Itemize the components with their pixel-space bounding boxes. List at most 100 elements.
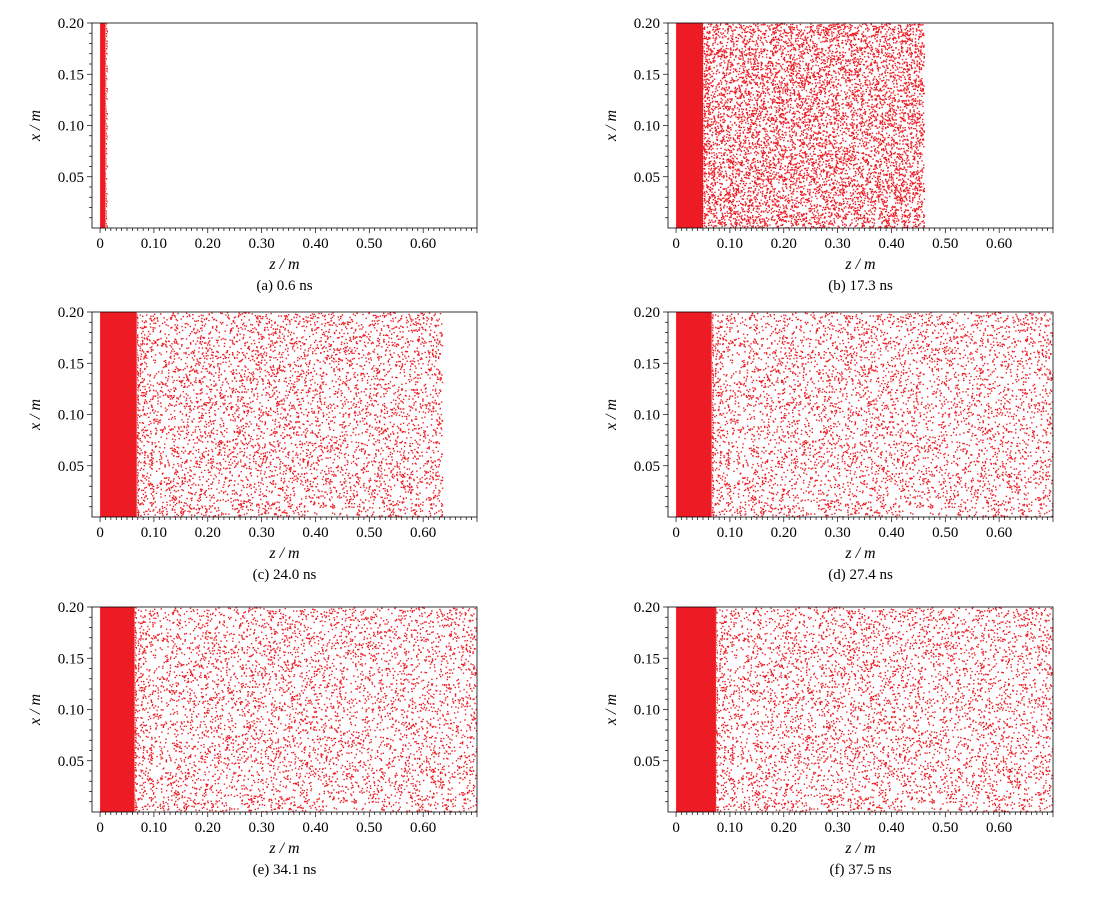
dense-particle-region — [676, 607, 716, 812]
x-tick-label: 0.60 — [410, 820, 436, 836]
y-tick-label: 0.15 — [634, 67, 660, 83]
y-tick-label: 0.20 — [634, 305, 660, 321]
panel-b: 0 0.10 0.20 0.30 0.40 0.50 0.60 0.05 0.10 0.15 0.2… — [603, 16, 1054, 294]
y-tick-label: 0.20 — [634, 600, 660, 616]
x-tick-label: 0.10 — [717, 525, 743, 541]
x-tick-label: 0 — [672, 820, 680, 836]
plot-frame — [667, 22, 1054, 229]
sparse-particles — [703, 23, 926, 228]
x-tick-label: 0 — [672, 236, 680, 252]
y-tick-label: 0.15 — [634, 356, 660, 372]
plot-area — [676, 312, 1053, 517]
x-tick-label: 0.40 — [878, 236, 904, 252]
y-tick-label: 0.05 — [634, 754, 660, 770]
plot-area — [676, 607, 1053, 812]
panel-c: 0 0.10 0.20 0.30 0.40 0.50 0.60 0.05 0.10 0.15 0.2… — [27, 305, 478, 583]
dense-particle-region — [100, 312, 137, 517]
y-tick-label: 0.05 — [58, 459, 84, 475]
y-tick-label: 0.20 — [58, 600, 84, 616]
y-tick-label: 0.15 — [58, 67, 84, 83]
panel-a: 0 0.10 0.20 0.30 0.40 0.50 0.60 0.05 0.10 0.15 0.2… — [27, 16, 478, 294]
x-axis-label: z / m — [844, 545, 875, 562]
panel-caption: (e) 34.1 ns — [253, 862, 317, 878]
plot-area — [100, 607, 477, 812]
x-tick-label: 0.20 — [195, 525, 221, 541]
x-tick-label: 0.20 — [195, 820, 221, 836]
y-tick-label: 0.15 — [58, 356, 84, 372]
dense-edge — [711, 312, 715, 517]
panel-d: 0 0.10 0.20 0.30 0.40 0.50 0.60 0.05 0.10 0.15 0.2… — [603, 305, 1054, 583]
dense-particle-region — [100, 23, 106, 228]
y-axis-label: x / m — [603, 399, 620, 431]
sparse-particles — [134, 607, 477, 812]
y-axis-label: x / m — [603, 110, 620, 142]
y-tick-label: 0.10 — [634, 703, 660, 719]
sparse-particles — [715, 607, 1053, 812]
x-tick-label: 0.10 — [141, 525, 167, 541]
plot-area — [100, 312, 444, 517]
x-tick-label: 0.30 — [248, 236, 274, 252]
y-tick-label: 0.15 — [634, 651, 660, 667]
y-tick-label: 0.20 — [634, 16, 660, 32]
x-tick-label: 0.50 — [932, 820, 958, 836]
dense-particle-region — [100, 607, 135, 812]
y-axis-label: x / m — [27, 399, 44, 431]
x-tick-label: 0.50 — [932, 525, 958, 541]
x-tick-label: 0.50 — [356, 820, 382, 836]
x-tick-label: 0.30 — [248, 820, 274, 836]
y-tick-label: 0.05 — [634, 170, 660, 186]
panel-caption: (c) 24.0 ns — [253, 567, 317, 583]
x-tick-label: 0.40 — [302, 820, 328, 836]
y-tick-label: 0.20 — [58, 305, 84, 321]
x-axis-label: z / m — [268, 256, 299, 273]
y-tick-label: 0.10 — [634, 119, 660, 135]
panel-caption: (b) 17.3 ns — [828, 278, 893, 294]
x-tick-label: 0 — [96, 820, 104, 836]
x-tick-label: 0 — [96, 236, 104, 252]
x-tick-label: 0.30 — [824, 525, 850, 541]
y-tick-label: 0.05 — [58, 170, 84, 186]
y-tick-label: 0.05 — [634, 459, 660, 475]
x-tick-label: 0.20 — [771, 820, 797, 836]
x-tick-label: 0 — [672, 525, 680, 541]
x-tick-label: 0.20 — [771, 525, 797, 541]
panel-e: 0 0.10 0.20 0.30 0.40 0.50 0.60 0.05 0.10 0.15 0.2… — [27, 600, 478, 878]
x-tick-label: 0.40 — [878, 525, 904, 541]
x-tick-label: 0.10 — [141, 820, 167, 836]
dense-edge — [703, 23, 706, 228]
panel-caption: (f) 37.5 ns — [829, 862, 891, 878]
dense-edge — [105, 23, 108, 228]
x-axis-label: z / m — [844, 256, 875, 273]
x-tick-label: 0.10 — [717, 236, 743, 252]
x-tick-label: 0.60 — [410, 236, 436, 252]
dense-edge — [715, 607, 719, 812]
x-tick-label: 0.40 — [302, 236, 328, 252]
x-tick-label: 0.60 — [986, 525, 1012, 541]
x-tick-label: 0.30 — [824, 820, 850, 836]
y-tick-label: 0.10 — [58, 703, 84, 719]
x-axis-label: z / m — [844, 840, 875, 857]
x-tick-label: 0 — [96, 525, 104, 541]
plot-frame — [91, 606, 478, 813]
dense-particle-region — [676, 23, 703, 228]
plot-area — [100, 23, 108, 228]
y-axis-label: x / m — [27, 694, 44, 726]
x-axis-label: z / m — [268, 545, 299, 562]
x-axis-label: z / m — [268, 840, 299, 857]
x-tick-label: 0.40 — [302, 525, 328, 541]
x-tick-label: 0.40 — [878, 820, 904, 836]
y-tick-label: 0.15 — [58, 651, 84, 667]
y-tick-label: 0.10 — [634, 408, 660, 424]
panel-f: 0 0.10 0.20 0.30 0.40 0.50 0.60 0.05 0.10 0.15 0.2… — [603, 600, 1054, 878]
dense-edge — [134, 607, 137, 812]
x-tick-label: 0.10 — [141, 236, 167, 252]
y-tick-label: 0.10 — [58, 408, 84, 424]
x-tick-label: 0.20 — [771, 236, 797, 252]
y-axis-label: x / m — [27, 110, 44, 142]
plot-frame — [91, 22, 478, 229]
x-tick-label: 0.60 — [986, 236, 1012, 252]
y-tick-label: 0.10 — [58, 119, 84, 135]
x-tick-label: 0.30 — [824, 236, 850, 252]
